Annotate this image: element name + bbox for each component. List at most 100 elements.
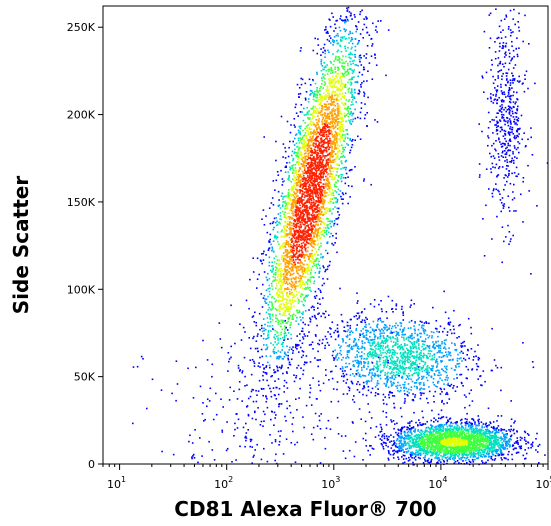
data-point: [327, 142, 330, 145]
data-point: [335, 20, 337, 22]
data-point: [314, 186, 317, 188]
data-point: [280, 245, 283, 247]
data-point: [411, 364, 414, 367]
data-point: [291, 314, 294, 317]
data-point: [292, 293, 295, 296]
data-point: [329, 159, 332, 162]
data-point: [290, 203, 293, 206]
data-point: [280, 333, 282, 336]
data-point: [296, 199, 298, 202]
data-point: [319, 303, 321, 305]
data-point: [338, 88, 341, 90]
data-point: [319, 190, 322, 193]
data-point: [329, 121, 332, 123]
data-point: [313, 187, 315, 189]
data-point: [366, 45, 369, 47]
data-point: [303, 288, 306, 290]
data-point: [323, 226, 325, 229]
data-point: [318, 189, 321, 191]
data-point: [291, 224, 293, 227]
data-point: [270, 418, 272, 421]
data-point: [271, 308, 274, 310]
data-point: [255, 321, 257, 324]
data-point: [337, 112, 339, 115]
data-point: [316, 96, 318, 99]
data-point: [300, 242, 303, 245]
data-point: [313, 174, 315, 176]
data-point: [320, 175, 323, 178]
data-point: [301, 190, 303, 192]
data-point: [282, 143, 285, 145]
data-point: [324, 182, 327, 185]
data-point: [347, 106, 349, 109]
data-point: [307, 278, 309, 281]
data-point: [314, 184, 316, 187]
data-point: [377, 336, 379, 339]
data-point: [297, 212, 299, 214]
data-point: [299, 168, 302, 170]
data-point: [288, 224, 291, 226]
data-point: [317, 199, 320, 201]
data-point: [291, 281, 294, 284]
data-point: [280, 169, 282, 172]
data-point: [363, 95, 365, 97]
data-point: [341, 202, 344, 205]
data-point: [414, 396, 416, 398]
data-point: [340, 161, 342, 163]
data-point: [379, 342, 382, 345]
data-point: [312, 197, 314, 199]
data-point: [334, 105, 337, 107]
data-point: [357, 21, 360, 23]
data-point: [267, 331, 270, 333]
data-point: [297, 364, 300, 367]
data-point: [266, 397, 268, 400]
data-point: [340, 173, 342, 176]
data-point: [341, 83, 344, 85]
data-point: [346, 68, 349, 71]
data-point: [335, 232, 337, 235]
data-point: [230, 304, 232, 307]
data-point: [378, 354, 380, 356]
data-point: [280, 280, 282, 283]
data-point: [335, 131, 337, 134]
data-point: [259, 328, 261, 331]
data-point: [307, 270, 309, 272]
data-point: [337, 88, 340, 91]
data-point: [325, 66, 327, 68]
data-point: [353, 345, 355, 347]
data-point: [374, 394, 377, 397]
data-point: [311, 341, 314, 343]
data-point: [336, 89, 339, 92]
data-point: [316, 214, 319, 216]
data-point: [287, 194, 290, 197]
data-point: [270, 390, 272, 393]
data-point: [371, 43, 374, 45]
data-point: [418, 357, 420, 360]
data-point: [397, 369, 400, 371]
data-point: [370, 331, 372, 334]
data-point: [295, 258, 297, 261]
data-point: [296, 244, 298, 246]
data-point: [340, 112, 342, 115]
data-point: [284, 309, 286, 312]
data-point: [343, 62, 346, 65]
data-point: [344, 136, 347, 139]
data-point: [261, 306, 264, 308]
data-point: [272, 275, 275, 278]
data-point: [308, 110, 311, 112]
data-point: [325, 89, 327, 91]
data-point: [295, 285, 297, 287]
data-point: [286, 223, 289, 225]
data-point: [455, 366, 457, 369]
data-point: [301, 330, 304, 333]
data-point: [288, 202, 291, 205]
data-point: [408, 392, 410, 394]
data-point: [301, 251, 304, 254]
data-point: [319, 267, 321, 270]
data-point: [289, 315, 292, 317]
data-point: [298, 250, 301, 252]
data-point: [292, 158, 295, 160]
data-point: [345, 342, 347, 344]
data-point: [340, 36, 342, 39]
